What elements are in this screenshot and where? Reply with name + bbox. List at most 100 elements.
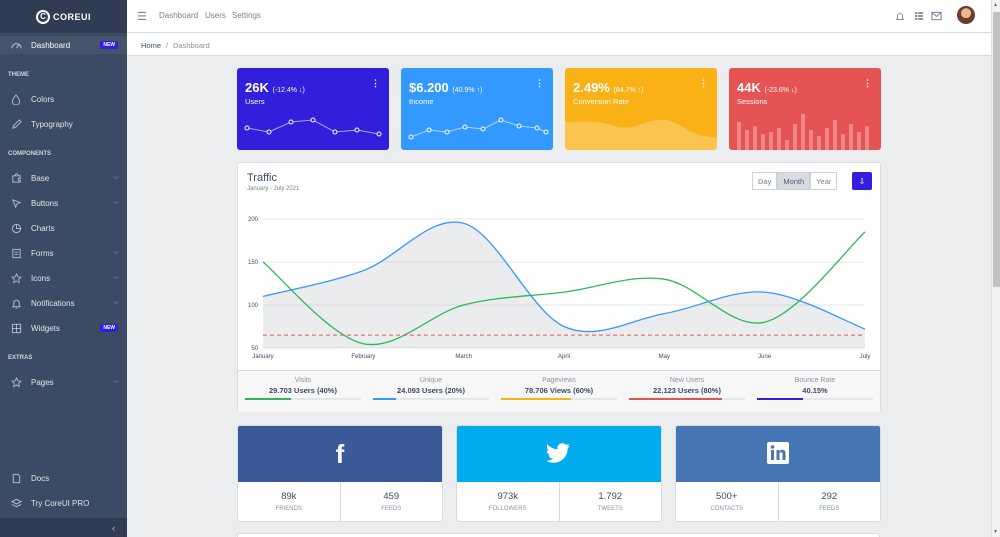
scroll-up-icon[interactable]: ▲: [993, 2, 998, 8]
header-nav-settings[interactable]: Settings: [232, 11, 261, 20]
list-icon[interactable]: [913, 10, 925, 22]
sidebar-item-typography[interactable]: Typography: [0, 115, 127, 133]
notes-icon: [10, 247, 22, 259]
widget-value: 26K: [245, 80, 269, 95]
social-stat-value: 459: [383, 491, 400, 502]
stat-label: Unique: [419, 377, 443, 384]
social-stat-value: 89k: [281, 491, 297, 502]
x-tick-label: July: [860, 354, 871, 360]
stat-unique: Unique 24.093 Users (20%): [373, 377, 489, 400]
traffic-title: Traffic: [247, 172, 277, 184]
range-button-month[interactable]: Month: [777, 172, 811, 190]
chevron-down-icon: ⌵: [113, 199, 119, 206]
more-vertical-icon[interactable]: ⋮: [371, 78, 380, 88]
sidebar-item-docs[interactable]: Docs: [0, 469, 127, 487]
stat-visits: Visits 29.703 Users (40%): [245, 377, 361, 400]
stat-label: Pageviews: [542, 377, 576, 384]
cursor-icon: [10, 197, 22, 209]
sidebar-item-widgets[interactable]: Widgets NEW: [0, 319, 127, 337]
widget-value: $6.200: [409, 80, 449, 95]
widget-label: Sessions: [737, 97, 768, 106]
sidebar-item-pages[interactable]: Pages ⌵: [0, 373, 127, 391]
sidebar-item-label: Typography: [31, 119, 73, 129]
progress-fill: [373, 398, 397, 400]
widget-sessions: 44K (-23.6% ↓) Sessions ⋮: [729, 68, 881, 150]
brand[interactable]: C COREUI: [0, 0, 127, 33]
scroll-down-icon[interactable]: ▼: [993, 529, 998, 535]
envelope-icon[interactable]: [930, 10, 942, 22]
progress-fill: [757, 398, 804, 400]
stat-label: New Users: [669, 377, 705, 384]
range-button-group: Day Month Year: [752, 172, 838, 190]
sidebar-item-buttons[interactable]: Buttons ⌵: [0, 194, 127, 212]
layers-icon: [10, 497, 22, 509]
x-tick-label: March: [455, 354, 472, 360]
sidebar-item-label: Buttons: [31, 198, 59, 208]
breadcrumb-home[interactable]: Home: [141, 41, 162, 50]
widget-users-sparkline: [244, 117, 382, 137]
sidebar-item-forms[interactable]: Forms ⌵: [0, 244, 127, 262]
widget-income: $6.200 (40.9% ↑) Income ⋮: [401, 68, 553, 150]
puzzle-icon: [10, 172, 22, 184]
widget-users: 26K (-12.4% ↓) Users ⋮: [237, 68, 389, 150]
user-avatar[interactable]: [957, 6, 975, 24]
series-line-1: [262, 231, 866, 346]
widget-value: 2.49%: [573, 80, 610, 95]
pencil-icon: [10, 118, 22, 130]
next-card: [237, 533, 880, 537]
social-stat-label: tweets: [597, 506, 623, 512]
calculator-icon: [10, 322, 22, 334]
stat-value: 29.703 Users (40%): [269, 386, 337, 395]
sidebar-item-dashboard[interactable]: Dashboard NEW: [0, 36, 127, 54]
sidebar: C COREUI Dashboard NEW THEME Colors Typo…: [0, 0, 127, 537]
widget-delta: (-23.6% ↓): [764, 87, 797, 94]
chart-pie-icon: [10, 222, 22, 234]
stat-progress: [757, 398, 873, 400]
menu-toggle-icon[interactable]: ☰: [137, 11, 147, 23]
stat-pageviews: Pageviews 78.706 Views (60%): [501, 377, 617, 400]
star-icon: [10, 272, 22, 284]
widget-income-sparkline: [408, 117, 549, 140]
stat-value: 78.706 Views (60%): [524, 386, 594, 395]
sidebar-item-label: Try CoreUI PRO: [31, 498, 90, 508]
sidebar-item-colors[interactable]: Colors: [0, 90, 127, 108]
header-nav-dashboard[interactable]: Dashboard: [159, 11, 199, 20]
stat-progress: [245, 398, 361, 400]
sidebar-item-icons[interactable]: Icons ⌵: [0, 269, 127, 287]
sidebar-item-notifications[interactable]: Notifications ⌵: [0, 294, 127, 312]
header-nav-users[interactable]: Users: [205, 11, 226, 20]
download-button[interactable]: ⇩: [852, 172, 872, 190]
traffic-subtitle: January - July 2021: [247, 186, 300, 192]
sidebar-item-try-pro[interactable]: Try CoreUI PRO: [0, 494, 127, 512]
speedometer-icon: [10, 39, 22, 51]
y-tick-label: 100: [248, 303, 259, 309]
brand-name: COREUI: [52, 11, 91, 22]
scroll-thumb[interactable]: [993, 12, 1000, 287]
social-stat-value: 500+: [716, 491, 738, 502]
sidebar-minimizer[interactable]: ‹: [0, 518, 127, 537]
bell-icon[interactable]: [894, 10, 906, 22]
coreui-logo-icon: C: [35, 9, 50, 24]
widget-delta: (40.9% ↑): [452, 87, 483, 94]
chevron-left-icon: ‹: [112, 522, 115, 533]
breadcrumb: Home / Dashboard: [127, 33, 991, 56]
widget-label: Income: [409, 97, 434, 106]
sidebar-item-charts[interactable]: Charts: [0, 219, 127, 237]
range-button-year[interactable]: Year: [810, 172, 838, 190]
series-line-0: [262, 221, 866, 333]
sidebar-item-base[interactable]: Base ⌵: [0, 169, 127, 187]
new-badge: NEW: [100, 324, 118, 332]
progress-fill: [629, 398, 722, 400]
range-button-day[interactable]: Day: [752, 172, 778, 190]
more-vertical-icon[interactable]: ⋮: [535, 78, 544, 88]
more-vertical-icon[interactable]: ⋮: [699, 78, 708, 88]
stat-value: 24.093 Users (20%): [397, 386, 465, 395]
more-vertical-icon[interactable]: ⋮: [863, 78, 872, 88]
social-stat-label: feeds: [819, 506, 840, 512]
widget-conversion-area: [565, 119, 717, 150]
social-stat-value: 1.792: [598, 491, 623, 502]
widget-delta: (-12.4% ↓): [272, 87, 305, 94]
social-stat-label: followers: [488, 506, 527, 512]
widget-sessions-bars: [737, 114, 869, 150]
page-scrollbar[interactable]: ▲ ▼: [991, 0, 1000, 537]
